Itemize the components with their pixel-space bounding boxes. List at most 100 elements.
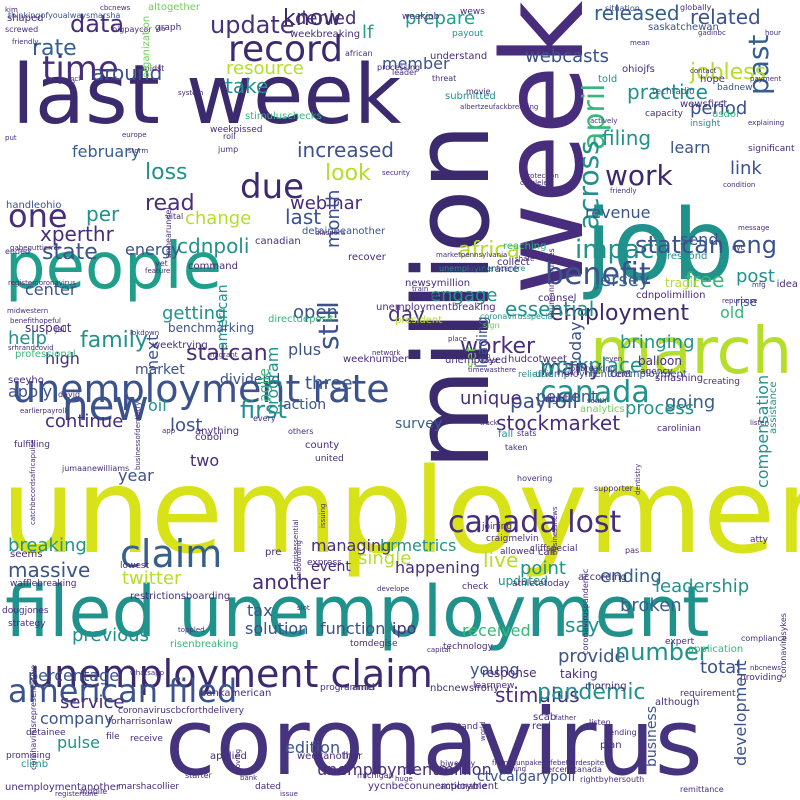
cloud-word: situation	[605, 4, 640, 13]
cloud-word: statcan	[186, 341, 268, 366]
cloud-word: three	[305, 373, 353, 394]
cloud-word: free	[685, 268, 725, 292]
cloud-word: business	[644, 705, 660, 767]
cloud-word: nbcnewsirony	[430, 683, 500, 694]
cloud-word: updated	[498, 574, 548, 588]
cloud-word: edition	[285, 738, 341, 757]
cloud-word: payment	[750, 75, 782, 83]
cloud-word: pandemic	[537, 680, 646, 705]
cloud-word: hour	[765, 29, 782, 37]
cloud-word: data	[70, 10, 125, 38]
cloud-word: carolelee	[520, 179, 552, 187]
cloud-word: prepare	[405, 8, 476, 29]
cloud-word: stimuluschecks	[245, 111, 322, 122]
cloud-word: broken	[620, 595, 682, 616]
cloud-word: read	[145, 191, 195, 216]
cloud-word: bringing	[620, 332, 695, 353]
cloud-word: recover	[348, 252, 386, 263]
cloud-word: lost	[170, 415, 203, 436]
cloud-word: claim	[120, 532, 223, 576]
cloud-word: explaining	[748, 119, 785, 127]
cloud-word: pulse	[57, 733, 100, 752]
cloud-word: incl	[68, 75, 81, 83]
cloud-word: check	[462, 582, 489, 592]
cloud-word: african	[345, 49, 373, 58]
cloud-word: period	[690, 98, 748, 119]
cloud-word: survey	[395, 416, 443, 432]
cloud-word: going	[665, 392, 716, 413]
cloud-word: globally	[680, 3, 712, 12]
cloud-word: usdol	[712, 109, 739, 120]
cloud-word: stand	[453, 722, 479, 732]
cloud-word: repurpose	[722, 297, 758, 305]
cloud-word: bigpaycor	[112, 25, 152, 34]
cloud-word: capital	[427, 646, 451, 654]
cloud-word: cdnpolimillion	[636, 290, 706, 301]
cloud-word: amid	[352, 683, 375, 693]
cloud-word: sending	[605, 728, 637, 737]
cloud-word: post	[736, 266, 775, 287]
cloud-word: whatsapp	[130, 669, 165, 677]
cloud-word: job	[585, 189, 735, 303]
cloud-word: graph	[155, 23, 182, 33]
cloud-word: roll	[223, 132, 236, 141]
cloud-word: yet	[155, 259, 168, 268]
cloud-word: processing	[377, 63, 421, 72]
cloud-word: contact	[690, 67, 717, 75]
cloud-word: share	[515, 255, 535, 263]
cloud-word: morning	[585, 681, 627, 692]
cloud-word: put	[5, 134, 17, 142]
cloud-word: techradio	[652, 87, 695, 97]
cloud-word: provide	[558, 646, 626, 667]
cloud-word: cbcnews	[100, 4, 131, 12]
cloud-word: issue	[280, 790, 298, 798]
cloud-word: percentcanada	[542, 765, 602, 774]
cloud-word: benchmarking	[168, 321, 255, 335]
cloud-word: learnnew	[473, 681, 515, 691]
cloud-word: practice	[627, 80, 708, 104]
cloud-word: srhrandcovid	[8, 344, 54, 352]
cloud-word: ipo	[392, 619, 417, 638]
cloud-word: newsymillion	[405, 278, 471, 289]
cloud-word: gabeguttierrer	[10, 244, 61, 252]
cloud-word: taken	[505, 443, 528, 452]
cloud-word: percentage	[28, 666, 120, 685]
cloud-word: command	[188, 261, 238, 272]
cloud-word: providing	[740, 673, 783, 683]
cloud-word: american	[215, 284, 231, 350]
cloud-word: united	[315, 454, 344, 464]
cloud-word: unemployed	[445, 355, 508, 366]
cloud-word: american filed	[8, 672, 238, 710]
cloud-word: dougjones	[2, 606, 49, 616]
cloud-word: jersey	[595, 270, 650, 291]
cloud-word: marketpennsylvania	[436, 251, 508, 259]
cloud-word: unemploymentbreaking	[376, 302, 496, 313]
cloud-word: payroll	[510, 389, 578, 413]
cloud-word: even	[605, 355, 623, 363]
cloud-word: africa	[458, 238, 520, 263]
cloud-word: weekanother	[297, 751, 363, 762]
cloud-word: cliffspecial	[530, 544, 578, 554]
cloud-word: apply	[8, 382, 53, 401]
cloud-word: nyc	[732, 244, 745, 252]
cloud-word: via	[155, 25, 166, 33]
cloud-word: reliefbill	[518, 370, 554, 380]
cloud-word: happening	[395, 558, 480, 577]
cloud-word: related	[690, 5, 761, 29]
cloud-word: leadership	[655, 576, 750, 597]
cloud-word: released	[594, 1, 680, 25]
cloud-word: seems	[10, 549, 43, 560]
cloud-word: every	[253, 414, 276, 423]
cloud-word: registertune	[55, 790, 98, 798]
cloud-word: although	[655, 697, 700, 708]
cloud-word: catchbecordsafricapulse	[29, 439, 37, 525]
cloud-word: carolinian	[657, 424, 701, 434]
cloud-word: cent	[610, 369, 632, 380]
cloud-word: open	[293, 302, 338, 323]
cloud-word: actionable	[440, 782, 487, 792]
cloud-word: massive	[8, 558, 91, 582]
cloud-word: protection	[523, 172, 559, 180]
cloud-word: screwed	[5, 25, 39, 34]
cloud-word: allowed	[500, 547, 535, 557]
cloud-word: risenbreaking	[170, 639, 239, 650]
